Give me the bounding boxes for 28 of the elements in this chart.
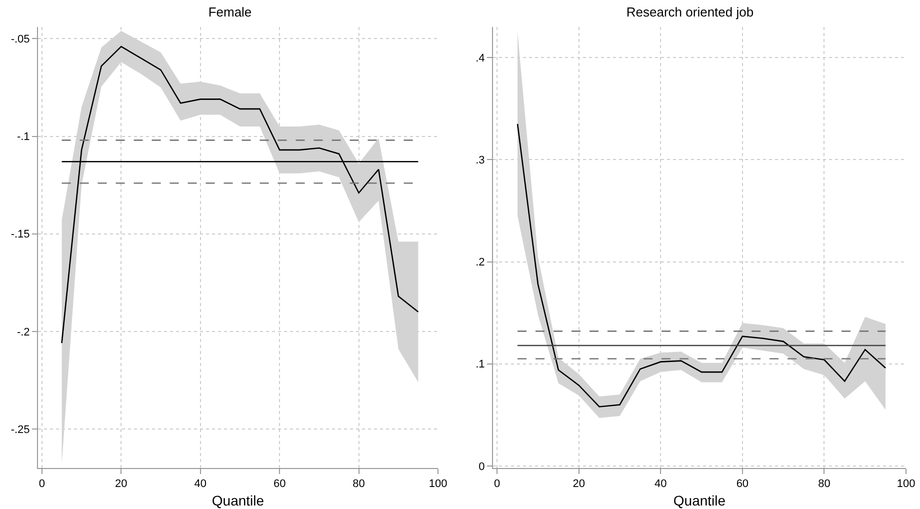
- x-tick-label: 20: [115, 478, 128, 490]
- x-tick-label: 0: [38, 478, 46, 490]
- line-series: [61, 46, 419, 344]
- y-tick-label: -.2: [16, 326, 30, 338]
- x-tick-label: 40: [194, 478, 207, 490]
- x-tick-label: 20: [572, 478, 585, 490]
- y-tick-label: 0: [478, 460, 485, 473]
- y-tick-label: -.15: [10, 228, 30, 241]
- y-tick-label: .3: [476, 154, 485, 167]
- chart-title: Research oriented job: [626, 4, 754, 20]
- y-tick-label: -.25: [10, 424, 30, 436]
- line-series: [516, 123, 886, 408]
- x-tick-label: 60: [273, 478, 286, 490]
- y-tick-label: .1: [476, 358, 485, 371]
- y-tick-label: .2: [476, 256, 485, 269]
- x-tick-label: 100: [428, 478, 448, 490]
- x-tick-label: 80: [352, 478, 365, 490]
- x-tick-label: 60: [736, 478, 749, 490]
- y-tick-label: .4: [476, 52, 485, 64]
- x-tick-label: 80: [818, 478, 830, 490]
- x-axis-title: Quantile: [212, 492, 264, 508]
- y-tick-label: -.05: [10, 34, 30, 46]
- x-axis-title: Quantile: [673, 492, 726, 508]
- chart-title: Female: [208, 4, 252, 20]
- x-tick-label: 100: [896, 478, 916, 490]
- y-tick-label: -.1: [16, 131, 30, 144]
- x-tick-label: 40: [654, 478, 667, 490]
- x-tick-label: 0: [494, 478, 500, 490]
